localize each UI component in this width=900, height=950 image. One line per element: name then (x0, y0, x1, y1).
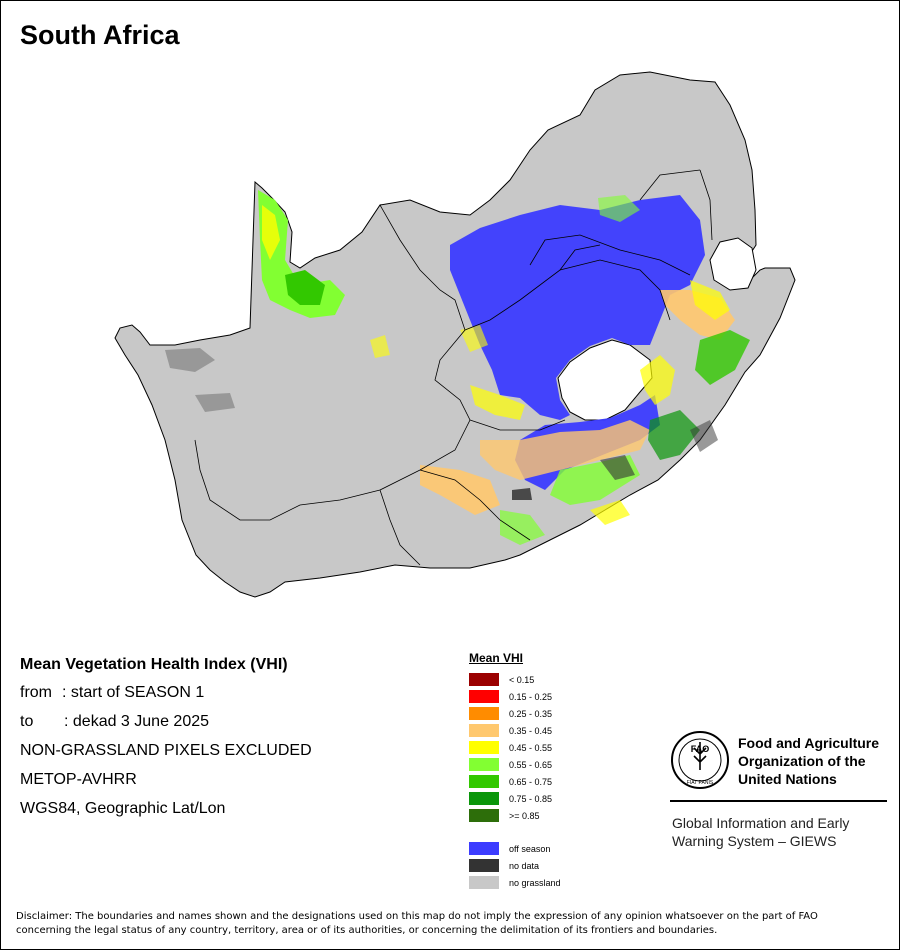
legend-class-row: 0.35 - 0.45 (469, 722, 561, 739)
legend-swatch (469, 673, 499, 686)
legend-swatch (469, 690, 499, 703)
legend-swatch (469, 775, 499, 788)
info-heading: Mean Vegetation Health Index (VHI) (20, 656, 288, 673)
legend-swatch (469, 842, 499, 855)
fao-org-name: Food and Agriculture Organization of the… (738, 734, 898, 788)
to-value: : dekad 3 June 2025 (64, 713, 210, 730)
legend-swatch (469, 724, 499, 737)
legend-label: 0.65 - 0.75 (509, 776, 553, 787)
legend-swatch (469, 741, 499, 754)
legend-title: Mean VHI (469, 651, 524, 665)
legend-class-row: < 0.15 (469, 671, 561, 688)
legend-label: no grassland (509, 877, 561, 888)
disclaimer-line2: concerning the legal status of any count… (16, 925, 718, 936)
info-line4: METOP-AVHRR (20, 771, 137, 788)
legend-class-row: 0.55 - 0.65 (469, 756, 561, 773)
from-label: from (20, 684, 52, 701)
vegetation-patches (258, 190, 750, 545)
from-value: : start of SEASON 1 (62, 684, 205, 701)
legend-swatch (469, 859, 499, 872)
south-africa-land (114, 71, 796, 598)
legend-label: off season (509, 843, 551, 854)
info-to: to : dekad 3 June 2025 (20, 713, 312, 731)
giews-line1: Global Information and Early (672, 815, 850, 831)
legend-class-row: >= 0.85 (469, 807, 561, 824)
disclaimer: Disclaimer: The boundaries and names sho… (16, 910, 886, 938)
legend-class-row: 0.75 - 0.85 (469, 790, 561, 807)
legend-extra: off season no data no grassland (469, 840, 561, 891)
map-canvas (114, 71, 796, 598)
fao-divider (670, 800, 887, 802)
fao-org-line2: Organization of the (738, 753, 866, 769)
legend-swatch (469, 876, 499, 889)
fao-logo-letters: FAO (691, 744, 710, 754)
legend-label: 0.45 - 0.55 (509, 742, 553, 753)
legend-class-row: 0.65 - 0.75 (469, 773, 561, 790)
legend-swatch (469, 707, 499, 720)
giews-name: Global Information and Early Warning Sys… (672, 814, 888, 850)
map-info: Mean Vegetation Health Index (VHI) from:… (20, 656, 312, 829)
legend-extra-row: no grassland (469, 874, 561, 891)
map-title: South Africa (20, 20, 180, 50)
to-label: to (20, 713, 34, 730)
off-season-area (450, 195, 705, 420)
legend-classes: < 0.15 0.15 - 0.25 0.25 - 0.35 0.35 - 0.45 0… (469, 671, 561, 824)
legend-label: < 0.15 (509, 674, 535, 685)
legend: Mean VHI < 0.15 0.15 - 0.25 0.25 - 0.35 0.3… (469, 651, 561, 891)
legend-extra-row: no data (469, 857, 561, 874)
info-line3: NON-GRASSLAND PIXELS EXCLUDED (20, 742, 312, 759)
fao-logo-icon: FAO FIAT PANIS (671, 731, 729, 789)
legend-swatch (469, 809, 499, 822)
disclaimer-line1: Disclaimer: The boundaries and names sho… (16, 911, 818, 922)
fao-logo-motto: FIAT PANIS (687, 780, 714, 786)
legend-label: 0.15 - 0.25 (509, 691, 553, 702)
province-boundaries (194, 169, 713, 566)
no-data-patches (165, 348, 718, 500)
eswatini (709, 237, 757, 291)
legend-label: 0.55 - 0.65 (509, 759, 553, 770)
legend-class-row: 0.25 - 0.35 (469, 705, 561, 722)
fao-org-line1: Food and Agriculture (738, 735, 880, 751)
legend-label: 0.35 - 0.45 (509, 725, 553, 736)
legend-class-row: 0.45 - 0.55 (469, 739, 561, 756)
legend-label: 0.25 - 0.35 (509, 708, 553, 719)
legend-class-row: 0.15 - 0.25 (469, 688, 561, 705)
fao-org-line3: United Nations (738, 771, 837, 787)
legend-swatch (469, 758, 499, 771)
info-from: from : start of SEASON 1 (20, 684, 312, 702)
legend-label: no data (509, 860, 540, 871)
info-line5: WGS84, Geographic Lat/Lon (20, 800, 226, 817)
giews-line2: Warning System – GIEWS (672, 833, 837, 849)
legend-swatch (469, 792, 499, 805)
legend-extra-row: off season (469, 840, 561, 857)
legend-label: 0.75 - 0.85 (509, 793, 553, 804)
legend-label: >= 0.85 (509, 810, 540, 821)
